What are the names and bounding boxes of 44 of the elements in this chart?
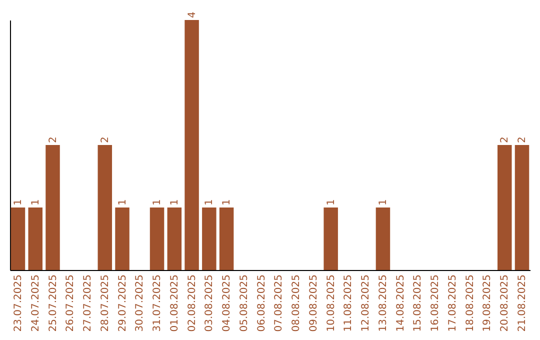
x-tick-label: 28.07.2025	[100, 274, 111, 332]
data-label: 1	[204, 199, 216, 206]
data-label: 1	[12, 199, 24, 206]
data-label: 1	[117, 199, 128, 206]
x-tick-label: 29.07.2025	[117, 274, 128, 332]
data-label: 1	[222, 199, 233, 206]
data-label: 1	[30, 199, 42, 206]
x-tick-label: 13.08.2025	[378, 274, 389, 332]
data-label: 1	[326, 199, 337, 206]
data-label: 2	[517, 136, 528, 143]
x-tick-label: 12.08.2025	[360, 274, 372, 332]
x-tick-label: 03.08.2025	[204, 274, 216, 332]
x-tick-label: 23.07.2025	[12, 274, 24, 332]
x-tick-label: 05.08.2025	[238, 274, 250, 332]
data-label: 4	[186, 12, 198, 18]
x-tick-label: 14.08.2025	[395, 274, 406, 332]
data-label: 1	[378, 199, 389, 206]
x-tick-label: 19.08.2025	[482, 274, 494, 332]
x-tick-label: 27.07.2025	[82, 274, 94, 332]
x-tick-label: 01.08.2025	[169, 274, 180, 332]
x-tick-label: 24.07.2025	[30, 274, 42, 332]
x-tick-label: 04.08.2025	[222, 274, 233, 332]
data-label: 1	[152, 199, 164, 206]
x-tick-label: 16.08.2025	[430, 274, 442, 332]
x-tick-label: 18.08.2025	[464, 274, 476, 332]
x-tick-label: 20.08.2025	[500, 274, 511, 332]
x-tick-label: 25.07.2025	[48, 274, 59, 332]
x-tick-label: 07.08.2025	[274, 274, 285, 332]
x-tick-label: 11.08.2025	[343, 274, 354, 332]
x-tick-label: 17.08.2025	[447, 274, 458, 332]
x-tick-label: 02.08.2025	[186, 274, 198, 332]
x-tick-label: 08.08.2025	[291, 274, 302, 332]
x-tick-label: 21.08.2025	[517, 274, 528, 332]
x-tick-label: 26.07.2025	[65, 274, 76, 332]
data-label: 1	[169, 199, 180, 206]
data-label: 2	[100, 136, 111, 143]
x-tick-label: 06.08.2025	[256, 274, 268, 332]
x-tick-label: 09.08.2025	[308, 274, 320, 332]
x-tick-label: 31.07.2025	[152, 274, 164, 332]
data-label: 2	[48, 136, 59, 143]
x-tick-label: 10.08.2025	[326, 274, 337, 332]
x-tick-label: 15.08.2025	[412, 274, 424, 332]
data-label: 2	[500, 136, 511, 143]
x-tick-label: 30.07.2025	[134, 274, 146, 332]
